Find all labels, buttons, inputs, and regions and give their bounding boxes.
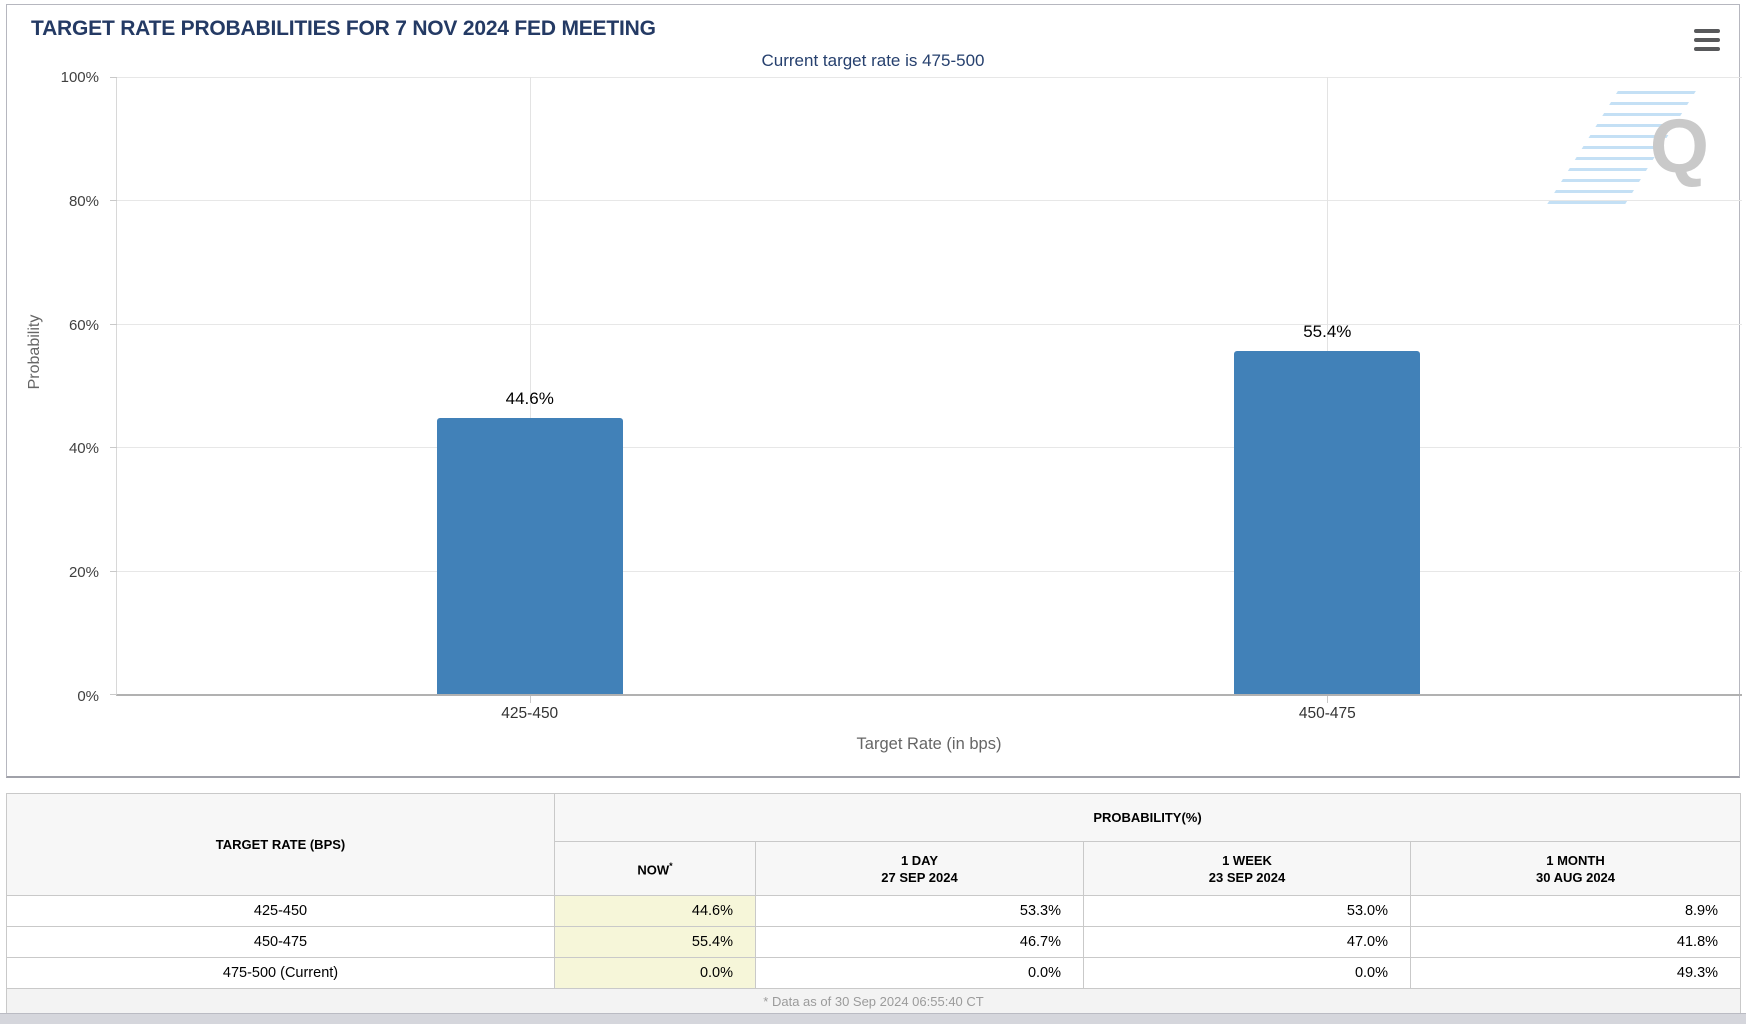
y-tick-100: 100% (60, 69, 99, 86)
y-tick-60: 60% (68, 316, 99, 334)
x-axis-title: Target Rate (in bps) (856, 735, 1002, 753)
1-week-probability-cell: 0.0% (1083, 957, 1411, 989)
gridline (529, 77, 531, 694)
1-week-probability-cell: 47.0% (1083, 926, 1411, 958)
y-tick-mark (110, 570, 117, 572)
y-tick-mark (110, 77, 117, 78)
x-category-label: 425-450 (501, 705, 559, 722)
data-as-of-note: * Data as of 30 Sep 2024 06:55:40 CT (5, 988, 1742, 1014)
probability-bar-450-475[interactable] (1234, 351, 1421, 694)
col-header-target-rate: TARGET RATE (BPS) (6, 793, 555, 896)
gridline (117, 323, 1742, 325)
gridline (117, 77, 1742, 78)
fedwatch-chart-panel: TARGET RATE PROBABILITIES FOR 7 NOV 2024… (6, 4, 1742, 778)
y-tick-0: 0% (77, 688, 99, 705)
bar-column-450-475: 55.4% (1234, 77, 1421, 694)
col-header-now: NOW* (554, 841, 756, 896)
y-tick-mark (110, 323, 117, 325)
bottom-scroll-strip (0, 1013, 1746, 1024)
table-row: 425-450 44.6% 53.3% 53.0% 8.9% (6, 895, 1742, 927)
y-axis-tick-labels: 100% 80% 60% 40% 20% 0% (7, 69, 109, 705)
y-tick-40: 40% (68, 440, 99, 458)
now-probability-cell: 55.4% (554, 926, 756, 958)
1-month-probability-cell: 8.9% (1409, 895, 1742, 927)
col-header-1-day: 1 DAY 27 SEP 2024 (755, 841, 1084, 896)
chart-title: TARGET RATE PROBABILITIES FOR 7 NOV 2024… (31, 17, 656, 40)
1-day-probability-cell: 0.0% (755, 957, 1084, 989)
y-tick-mark (110, 447, 117, 449)
table-row: 450-475 55.4% 46.7% 47.0% 41.8% (6, 926, 1742, 958)
bar-value-label: 44.6% (505, 388, 554, 408)
y-tick-80: 80% (68, 192, 99, 210)
plot-area: 44.6% 55.4% 425-450 450-475 (110, 77, 1742, 722)
chart-subtitle: Current target rate is 475-500 (761, 51, 985, 70)
now-probability-cell: 44.6% (554, 895, 756, 927)
1-week-probability-cell: 53.0% (1083, 895, 1411, 927)
quikstrike-watermark-q-logo: Q (1649, 104, 1709, 189)
gridline (117, 570, 1742, 572)
1-month-probability-cell: 49.3% (1409, 957, 1742, 989)
rate-range-cell: 425-450 (6, 895, 555, 927)
x-tick-mark (1327, 696, 1329, 703)
gridline (117, 447, 1742, 449)
probability-bar-425-450[interactable] (436, 417, 623, 694)
y-tick-20: 20% (68, 564, 99, 582)
rate-range-cell: 450-475 (6, 926, 555, 958)
probability-table: TARGET RATE (BPS) PROBABILITY(%) NOW* 1 … (5, 793, 1742, 1014)
1-day-probability-cell: 46.7% (755, 926, 1084, 958)
1-month-probability-cell: 41.8% (1409, 926, 1742, 958)
x-tick-mark (529, 696, 531, 703)
bar-column-425-450: 44.6% (436, 77, 623, 694)
hamburger-menu-icon[interactable] (1694, 29, 1720, 51)
1-day-probability-cell: 53.3% (755, 895, 1084, 927)
y-tick-mark (110, 694, 117, 695)
col-header-probability-group: PROBABILITY(%) (553, 793, 1742, 842)
bar-value-label: 55.4% (1303, 322, 1352, 342)
rate-range-cell: 475-500 (Current) (6, 957, 555, 989)
gridline (117, 200, 1742, 202)
x-category-label: 450-475 (1298, 705, 1356, 722)
y-axis-title: Probability (26, 314, 43, 390)
col-header-1-month: 1 MONTH 30 AUG 2024 (1409, 841, 1742, 896)
footnote-asterisk: * (669, 861, 673, 872)
table-row: 475-500 (Current) 0.0% 0.0% 0.0% 49.3% (6, 957, 1742, 989)
now-probability-cell: 0.0% (554, 957, 756, 989)
y-tick-mark (110, 200, 117, 202)
col-header-1-week: 1 WEEK 23 SEP 2024 (1083, 841, 1411, 896)
table-footer-row: * Data as of 30 Sep 2024 06:55:40 CT (5, 988, 1742, 1014)
